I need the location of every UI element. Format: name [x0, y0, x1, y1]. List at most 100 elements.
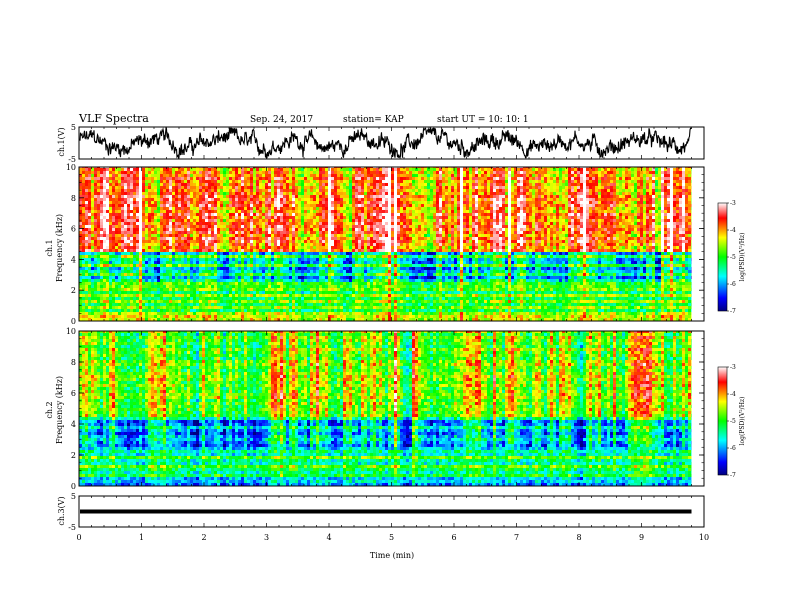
spectrogram-cell	[193, 171, 196, 174]
spectrogram-cell	[244, 174, 247, 177]
spectrogram-cell	[337, 264, 340, 267]
spectrogram-cell	[94, 171, 97, 174]
spectrogram-cell	[157, 276, 160, 279]
spectrogram-cell	[280, 288, 283, 291]
spectrogram-cell	[145, 300, 148, 303]
spectrogram-cell	[274, 207, 277, 210]
spectrogram-cell	[277, 297, 280, 300]
spectrogram-cell	[346, 294, 349, 297]
spectrogram-cell	[187, 303, 190, 306]
spectrogram-cell	[301, 207, 304, 210]
spectrogram-cell	[310, 177, 313, 180]
spectrogram-cell	[319, 204, 322, 207]
spectrogram-cell	[280, 252, 283, 255]
spectrogram-cell	[208, 285, 211, 288]
spectrogram-cell	[220, 258, 223, 261]
spectrogram-cell	[151, 273, 154, 276]
spectrogram-cell	[172, 255, 175, 258]
spectrogram-cell	[355, 243, 358, 246]
spectrogram-cell	[358, 288, 361, 291]
spectrogram-cell	[187, 261, 190, 264]
spectrogram-cell	[154, 276, 157, 279]
spectrogram-cell	[220, 222, 223, 225]
spectrogram-cell	[217, 225, 220, 228]
spectrogram-cell	[277, 183, 280, 186]
spectrogram-cell	[274, 216, 277, 219]
spectrogram-cell	[334, 309, 337, 312]
spectrogram-cell	[187, 201, 190, 204]
spectrogram-cell	[262, 282, 265, 285]
spectrogram-cell	[202, 198, 205, 201]
spectrogram-cell	[265, 267, 268, 270]
spectrogram-cell	[301, 297, 304, 300]
spectrogram-cell	[118, 273, 121, 276]
spectrogram-cell	[205, 249, 208, 252]
spectrogram-cell	[199, 249, 202, 252]
spectrogram-cell	[136, 174, 139, 177]
spectrogram-cell	[298, 288, 301, 291]
spectrogram-cell	[217, 240, 220, 243]
spectrogram-cell	[208, 195, 211, 198]
spectrogram-cell	[223, 210, 226, 213]
spectrogram-cell	[184, 216, 187, 219]
spectrogram-cell	[277, 246, 280, 249]
spectrogram-cell	[100, 171, 103, 174]
spectrogram-cell	[169, 288, 172, 291]
spectrogram-cell	[178, 246, 181, 249]
spectrogram-cell	[193, 303, 196, 306]
spectrogram-cell	[142, 303, 145, 306]
spectrogram-cell	[328, 228, 331, 231]
spectrogram-cell	[268, 192, 271, 195]
spectrogram-cell	[346, 270, 349, 273]
spectrogram-cell	[340, 300, 343, 303]
spectrogram-cell	[289, 213, 292, 216]
spectrogram-cell	[193, 291, 196, 294]
spectrogram-cell	[304, 285, 307, 288]
spectrogram-cell	[358, 309, 361, 312]
spectrogram-cell	[232, 294, 235, 297]
spectrogram-cell	[175, 174, 178, 177]
spectrogram-cell	[256, 249, 259, 252]
spectrogram-cell	[346, 183, 349, 186]
spectrogram-cell	[118, 219, 121, 222]
spectrogram-cell	[337, 204, 340, 207]
spectrogram-cell	[349, 216, 352, 219]
spectrogram-cell	[343, 255, 346, 258]
spectrogram-cell	[292, 255, 295, 258]
spectrogram-cell	[346, 225, 349, 228]
spectrogram-cell	[97, 243, 100, 246]
spectrogram-cell	[247, 249, 250, 252]
spectrogram-cell	[346, 198, 349, 201]
spectrogram-cell	[184, 168, 187, 171]
spectrogram-cell	[151, 264, 154, 267]
spectrogram-cell	[301, 189, 304, 192]
spectrogram-cell	[196, 309, 199, 312]
spectrogram-cell	[256, 252, 259, 255]
spectrogram-cell	[322, 192, 325, 195]
spectrogram-cell	[139, 270, 142, 273]
spectrogram-cell	[175, 303, 178, 306]
spectrogram-cell	[331, 207, 334, 210]
spectrogram-cell	[286, 177, 289, 180]
spectrogram-cell	[340, 219, 343, 222]
spectrogram-cell	[271, 195, 274, 198]
spectrogram-cell	[355, 258, 358, 261]
spectrogram-cell	[139, 192, 142, 195]
spectrogram-cell	[178, 234, 181, 237]
spectrogram-cell	[103, 177, 106, 180]
spectrogram-cell	[256, 273, 259, 276]
spectrogram-cell	[157, 282, 160, 285]
spectrogram-cell	[301, 309, 304, 312]
spectrogram-cell	[220, 276, 223, 279]
spectrogram-cell	[136, 198, 139, 201]
spectrogram-cell	[97, 291, 100, 294]
spectrogram-cell	[268, 204, 271, 207]
spectrogram-cell	[193, 279, 196, 282]
spectrogram-cell	[127, 210, 130, 213]
spectrogram-cell	[112, 210, 115, 213]
spectrogram-cell	[199, 291, 202, 294]
spectrogram-cell	[283, 204, 286, 207]
spectrogram-cell	[295, 216, 298, 219]
spectrogram-cell	[235, 300, 238, 303]
spectrogram-cell	[217, 183, 220, 186]
